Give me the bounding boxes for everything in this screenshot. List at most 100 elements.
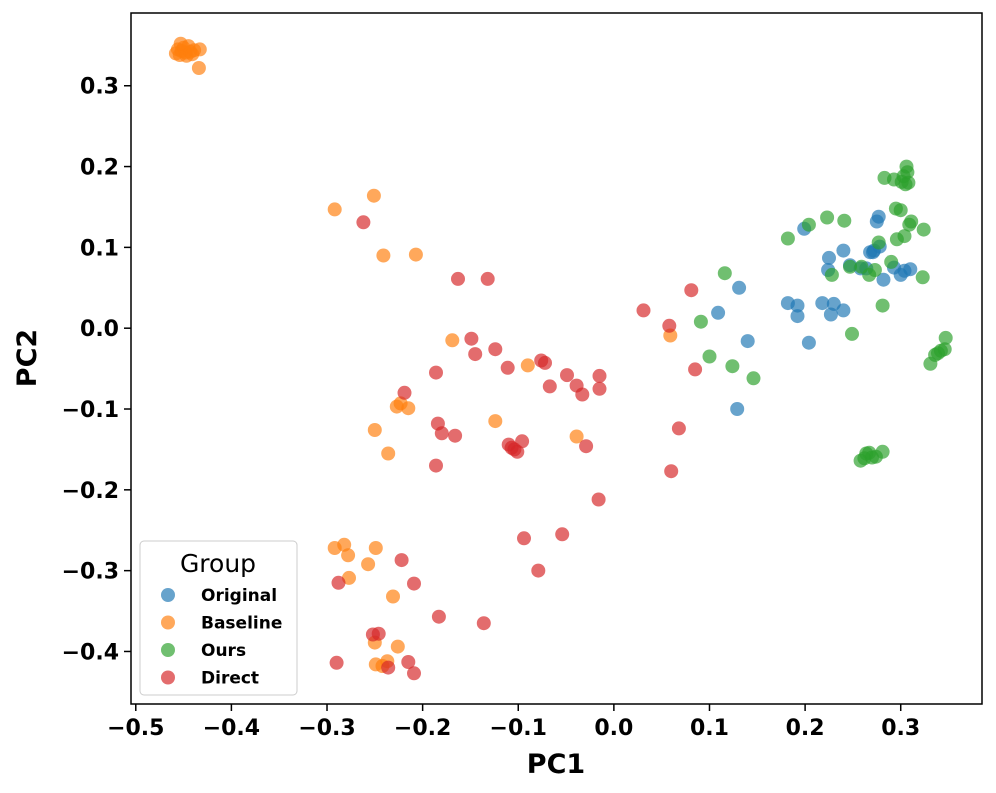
point-ours bbox=[884, 254, 899, 269]
point-direct bbox=[592, 368, 607, 383]
point-direct bbox=[448, 428, 463, 443]
point-baseline bbox=[191, 61, 206, 75]
point-direct bbox=[591, 492, 606, 507]
point-baseline bbox=[366, 188, 381, 203]
point-baseline bbox=[337, 537, 352, 552]
legend-label-baseline: Baseline bbox=[201, 614, 282, 634]
point-direct bbox=[464, 331, 479, 346]
x-tick-label: −0.3 bbox=[298, 716, 355, 741]
point-direct bbox=[575, 387, 590, 402]
point-original bbox=[836, 303, 851, 318]
point-ours bbox=[824, 267, 839, 282]
point-direct bbox=[510, 444, 525, 459]
point-ours bbox=[900, 165, 915, 180]
point-ours bbox=[746, 371, 761, 386]
point-direct bbox=[329, 655, 344, 670]
point-original bbox=[815, 296, 830, 311]
point-ours bbox=[915, 270, 930, 285]
point-ours bbox=[717, 266, 732, 281]
y-tick-label: 0.0 bbox=[80, 317, 119, 342]
point-direct bbox=[542, 379, 557, 394]
x-tick-label: −0.2 bbox=[394, 716, 451, 741]
point-direct bbox=[480, 271, 495, 286]
point-direct bbox=[401, 655, 416, 669]
point-ours bbox=[867, 263, 882, 277]
point-direct bbox=[431, 609, 446, 624]
point-baseline bbox=[390, 639, 405, 654]
point-ours bbox=[904, 214, 919, 229]
point-direct bbox=[434, 426, 449, 441]
point-baseline bbox=[381, 446, 396, 461]
point-direct bbox=[684, 283, 699, 298]
point-original bbox=[822, 250, 836, 265]
point-original bbox=[790, 309, 805, 324]
point-direct bbox=[500, 360, 515, 375]
point-ours bbox=[875, 444, 890, 459]
point-baseline bbox=[445, 333, 460, 348]
point-direct bbox=[662, 318, 677, 333]
x-tick-label: −0.4 bbox=[203, 716, 260, 741]
point-direct bbox=[488, 342, 503, 357]
y-tick-label: −0.3 bbox=[62, 560, 119, 585]
point-baseline bbox=[569, 429, 584, 444]
x-tick-label: 0.1 bbox=[690, 716, 729, 741]
y-axis-label: PC2 bbox=[12, 329, 43, 387]
point-direct bbox=[468, 347, 483, 362]
point-baseline bbox=[342, 570, 356, 585]
point-direct bbox=[688, 362, 703, 377]
legend-marker-original bbox=[161, 588, 175, 602]
point-ours bbox=[901, 175, 916, 190]
point-original bbox=[730, 402, 745, 416]
point-ours bbox=[938, 330, 953, 345]
point-original bbox=[823, 307, 838, 322]
point-direct bbox=[636, 303, 651, 318]
legend-marker-direct bbox=[161, 670, 175, 685]
point-baseline bbox=[520, 358, 535, 373]
y-tick-label: 0.2 bbox=[80, 156, 119, 181]
point-original bbox=[836, 243, 851, 258]
point-ours bbox=[801, 217, 816, 232]
point-direct bbox=[407, 666, 421, 681]
point-direct bbox=[517, 531, 531, 546]
legend: Group Original Baseline Ours Direct bbox=[139, 540, 298, 696]
point-ours bbox=[780, 231, 795, 246]
y-tick-label: 0.1 bbox=[80, 236, 119, 261]
point-ours bbox=[837, 213, 852, 228]
point-ours bbox=[693, 314, 708, 329]
point-ours bbox=[893, 203, 908, 218]
x-tick-label: −0.1 bbox=[490, 716, 547, 741]
x-tick-label: 0.0 bbox=[594, 716, 633, 741]
point-direct bbox=[555, 527, 570, 542]
point-baseline bbox=[341, 548, 356, 563]
point-original bbox=[801, 335, 816, 350]
point-direct bbox=[397, 385, 412, 400]
point-ours bbox=[916, 222, 931, 237]
point-direct bbox=[531, 563, 546, 578]
point-original bbox=[740, 334, 755, 349]
point-direct bbox=[371, 626, 386, 641]
point-baseline bbox=[408, 247, 423, 262]
point-ours bbox=[845, 326, 859, 341]
point-direct bbox=[560, 368, 574, 383]
point-baseline bbox=[386, 589, 400, 604]
point-direct bbox=[394, 553, 409, 568]
point-baseline bbox=[368, 541, 383, 555]
y-tick-label: 0.3 bbox=[80, 75, 119, 100]
point-baseline bbox=[192, 42, 207, 57]
y-axis-ticks: −0.4 −0.3 −0.2 −0.1 0.0 0.1 0.2 0.3 bbox=[62, 75, 131, 665]
x-tick-label: −0.5 bbox=[107, 716, 164, 741]
x-axis-ticks: −0.5 −0.4 −0.3 −0.2 −0.1 0.0 0.1 0.2 0.3 bbox=[107, 704, 920, 741]
point-original bbox=[903, 262, 918, 277]
point-direct bbox=[664, 464, 679, 479]
point-original bbox=[711, 305, 726, 320]
point-original bbox=[732, 280, 747, 295]
point-original bbox=[871, 209, 886, 224]
legend-title: Group bbox=[180, 549, 256, 578]
x-tick-label: 0.3 bbox=[881, 716, 920, 741]
point-direct bbox=[381, 660, 396, 675]
point-original bbox=[876, 272, 891, 287]
point-direct bbox=[429, 458, 443, 473]
data-points bbox=[168, 36, 953, 681]
y-tick-label: −0.1 bbox=[62, 398, 119, 423]
